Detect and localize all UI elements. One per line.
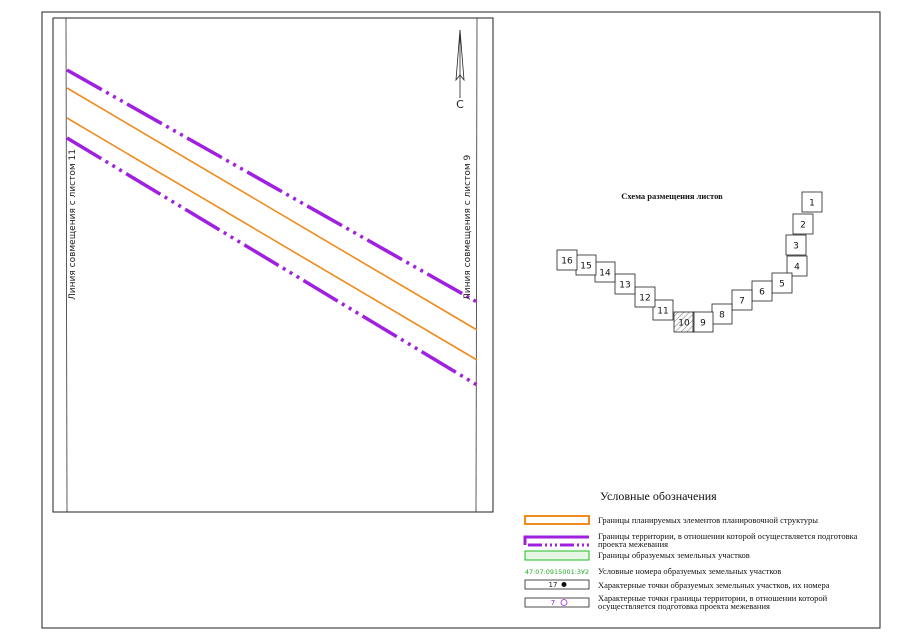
legend-symbol: [524, 550, 590, 561]
sheet-box: [731, 289, 753, 311]
sheet-number: 4: [794, 263, 800, 273]
sheet-number: 15: [580, 262, 591, 272]
legend-symbol: [524, 579, 590, 590]
sheet-box: [634, 286, 656, 308]
north-label: С: [456, 98, 464, 111]
legend-symbol: [524, 515, 590, 525]
sheet-number: 11: [657, 307, 668, 317]
sheet-number: 7: [739, 297, 745, 307]
legend-label: Границы территории, в отношении которой …: [598, 531, 858, 549]
legend-title: Условные обозначения: [600, 489, 717, 503]
sheet-box: [792, 213, 814, 235]
territory-boundary: [66, 136, 478, 387]
legend-label: Характерные точки границы территории, в …: [598, 593, 828, 611]
sheet-number: 14: [599, 269, 611, 279]
legend-sample: 7: [551, 599, 555, 607]
match-label: Линия совмещения с листом 9: [463, 155, 473, 300]
planning-boundary: [66, 87, 478, 331]
legend-symbol: [523, 535, 589, 545]
match-line: [475, 17, 478, 513]
match-line: [65, 17, 68, 513]
index-title: Схема размещения листов: [621, 191, 723, 201]
point-symbol: [561, 582, 567, 587]
legend-sample: 17: [549, 581, 558, 589]
sheet-box: [614, 273, 636, 295]
legend-label: Характерные точки образуемых земельных у…: [598, 580, 830, 590]
legend-sample: 47:07:0915001:3У2: [525, 568, 589, 576]
legend-label: Условные номера образуемых земельных уча…: [598, 566, 782, 576]
sheet-box: [673, 311, 695, 333]
sheet-box: [556, 249, 578, 271]
legend-symbol: [524, 597, 590, 608]
sheet-number: 6: [759, 288, 765, 298]
sheet-number: 5: [779, 280, 785, 290]
sheet-number: 2: [800, 221, 806, 231]
sheet-number: 16: [561, 257, 573, 267]
sheet-box: [785, 234, 807, 256]
sheet-number: 13: [619, 281, 630, 291]
legend-label: Границы планируемых элементов планировоч…: [598, 515, 818, 525]
sheet-number: 12: [639, 294, 650, 304]
match-label: Линия совмещения с листом 11: [68, 149, 78, 300]
point-symbol: [560, 599, 568, 606]
sheet-number: 3: [793, 242, 799, 252]
territory-boundary: [66, 68, 478, 304]
sheet-number: 10: [678, 319, 690, 329]
sheet-box: [801, 191, 823, 213]
sheet-box: [652, 299, 674, 321]
planning-boundary: [66, 117, 478, 361]
sheet-number: 9: [700, 319, 706, 329]
sheet-number: 8: [719, 311, 725, 321]
sheet-box: [786, 255, 808, 277]
outer-frame: [41, 11, 881, 629]
sheet-number: 1: [809, 199, 815, 209]
legend-label: Границы образуемых земельных участков: [598, 550, 750, 560]
map-frame: [52, 17, 494, 513]
